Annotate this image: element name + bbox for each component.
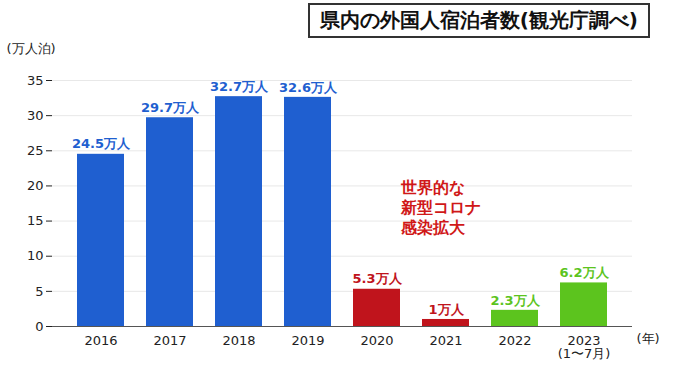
svg-text:2016: 2016 (84, 333, 117, 348)
svg-text:2020: 2020 (360, 333, 393, 348)
svg-text:32.7万人: 32.7万人 (210, 79, 269, 94)
svg-text:10: 10 (27, 248, 44, 263)
svg-text:20: 20 (27, 178, 44, 193)
svg-text:25: 25 (27, 143, 44, 158)
svg-text:2021: 2021 (429, 333, 462, 348)
svg-text:2017: 2017 (153, 333, 186, 348)
svg-text:2019: 2019 (291, 333, 324, 348)
svg-text:1万人: 1万人 (428, 302, 464, 317)
svg-text:2022: 2022 (498, 333, 531, 348)
svg-text:2023(1〜7月): 2023(1〜7月) (558, 333, 611, 361)
svg-text:世界的な新型コロナ感染拡大: 世界的な新型コロナ感染拡大 (400, 178, 481, 237)
html-text:県内の外国人宿泊者数(観光庁調べ): 県内の外国人宿泊者数(観光庁調べ) (319, 7, 638, 32)
svg-text:5: 5 (35, 284, 43, 299)
svg-text:15: 15 (27, 213, 44, 228)
svg-text:30: 30 (27, 108, 44, 123)
svg-text:29.7万人: 29.7万人 (141, 100, 200, 115)
svg-text:2.3万人: 2.3万人 (490, 292, 540, 307)
svg-text:(万人泊): (万人泊) (7, 41, 56, 56)
svg-text:6.2万人: 6.2万人 (559, 265, 609, 280)
svg-text:24.5万人: 24.5万人 (72, 136, 131, 151)
svg-text:35: 35 (27, 73, 44, 88)
svg-text:(年): (年) (637, 331, 660, 346)
svg-text:0: 0 (35, 319, 43, 334)
svg-text:2018: 2018 (222, 333, 255, 348)
svg-text:32.6万人: 32.6万人 (279, 80, 338, 95)
svg-text:5.3万人: 5.3万人 (352, 271, 402, 286)
